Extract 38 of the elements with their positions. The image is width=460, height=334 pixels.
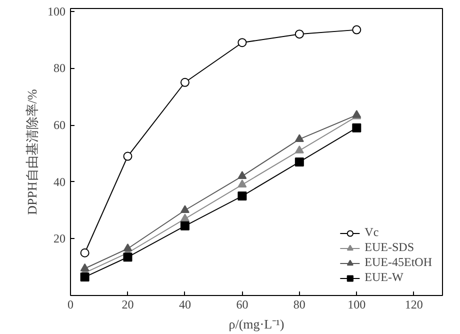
point [294, 134, 304, 142]
point [80, 263, 90, 272]
x-tick-label: 60 [236, 298, 248, 312]
x-tick-label: 0 [68, 298, 74, 312]
x-tick-label: 80 [293, 298, 306, 312]
point [294, 157, 304, 166]
point [80, 272, 90, 282]
y-tick-label: 60 [54, 118, 66, 132]
point [80, 248, 90, 258]
legend-label: EUE-45EtOH [364, 255, 432, 270]
x-tick-label: 40 [178, 298, 191, 312]
point [238, 171, 247, 179]
point [294, 145, 304, 154]
legend-label: EUE-SDS [364, 240, 414, 255]
point [123, 243, 132, 252]
point [238, 180, 247, 188]
x-axis-title: ρ/(mg·L⁻¹) [228, 316, 284, 332]
y-tick-label: 20 [54, 232, 66, 246]
point [238, 38, 247, 48]
y-tick-label: 80 [54, 61, 66, 76]
point [180, 205, 190, 214]
x-tick-label: 120 [404, 298, 423, 312]
point [180, 78, 190, 87]
x-tick-label: 20 [122, 298, 134, 312]
legend-label: Vc [364, 225, 380, 240]
point [180, 214, 190, 222]
point [294, 30, 304, 39]
point [352, 123, 362, 132]
x-tick-label: 100 [348, 298, 366, 312]
point [238, 192, 247, 201]
point [180, 221, 190, 230]
point [352, 25, 362, 34]
legend-label: EUE-W [364, 270, 404, 285]
y-tick-label: 100 [48, 4, 66, 18]
y-axis-title: DPPH自由基清除率/% [24, 88, 40, 215]
y-tick-label: 40 [54, 174, 66, 189]
point [123, 152, 132, 161]
point [123, 252, 132, 262]
